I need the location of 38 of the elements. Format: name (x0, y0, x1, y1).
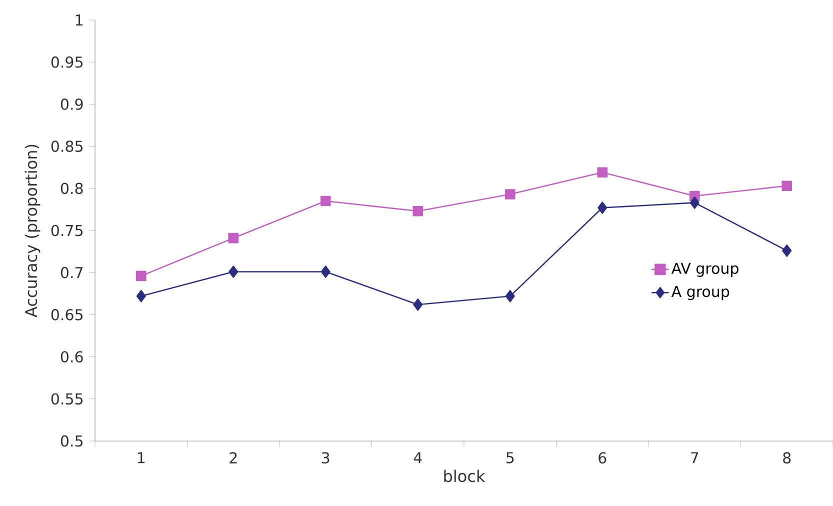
y-tick-label: 0.85 (51, 140, 82, 152)
point (228, 232, 239, 244)
point (413, 298, 423, 311)
y-tick-label: 0.75 (51, 224, 82, 236)
x-tick-label: 3 (322, 452, 330, 464)
y-tick-label: 1 (76, 14, 82, 26)
y-tick-label: 0.5 (60, 435, 82, 447)
point (320, 266, 330, 278)
point (228, 266, 238, 278)
x-tick-label: 8 (783, 452, 791, 464)
point (504, 189, 516, 200)
y-tick-label: 0.9 (60, 98, 83, 110)
point (782, 180, 792, 192)
point (412, 206, 424, 216)
y-tick-label: 0.8 (60, 182, 83, 194)
point (505, 290, 515, 302)
x-tick-label: 7 (691, 452, 698, 464)
legend-label: AV group (671, 262, 738, 277)
legend-label: A group (671, 286, 730, 300)
x-tick-label: 5 (506, 452, 514, 464)
y-tick-label: 0.55 (51, 393, 82, 405)
x-tick-label: 4 (414, 452, 422, 464)
x-axis-title: block (444, 470, 486, 482)
point (597, 167, 608, 178)
point (690, 196, 700, 209)
x-tick-label: 6 (598, 452, 606, 464)
point (782, 244, 792, 257)
y-tick-label: 0.95 (51, 56, 82, 68)
point (136, 290, 146, 302)
point (598, 202, 608, 214)
y-tick-label: 0.65 (51, 309, 82, 320)
y-tick-label: 0.7 (60, 266, 83, 278)
x-tick-label: 2 (230, 452, 237, 464)
y-tick-label: 0.6 (60, 351, 83, 362)
point (136, 270, 146, 282)
x-tick-label: 1 (138, 452, 145, 464)
point (320, 196, 331, 206)
y-axis-title: Accuracy (proportion) (24, 144, 40, 318)
